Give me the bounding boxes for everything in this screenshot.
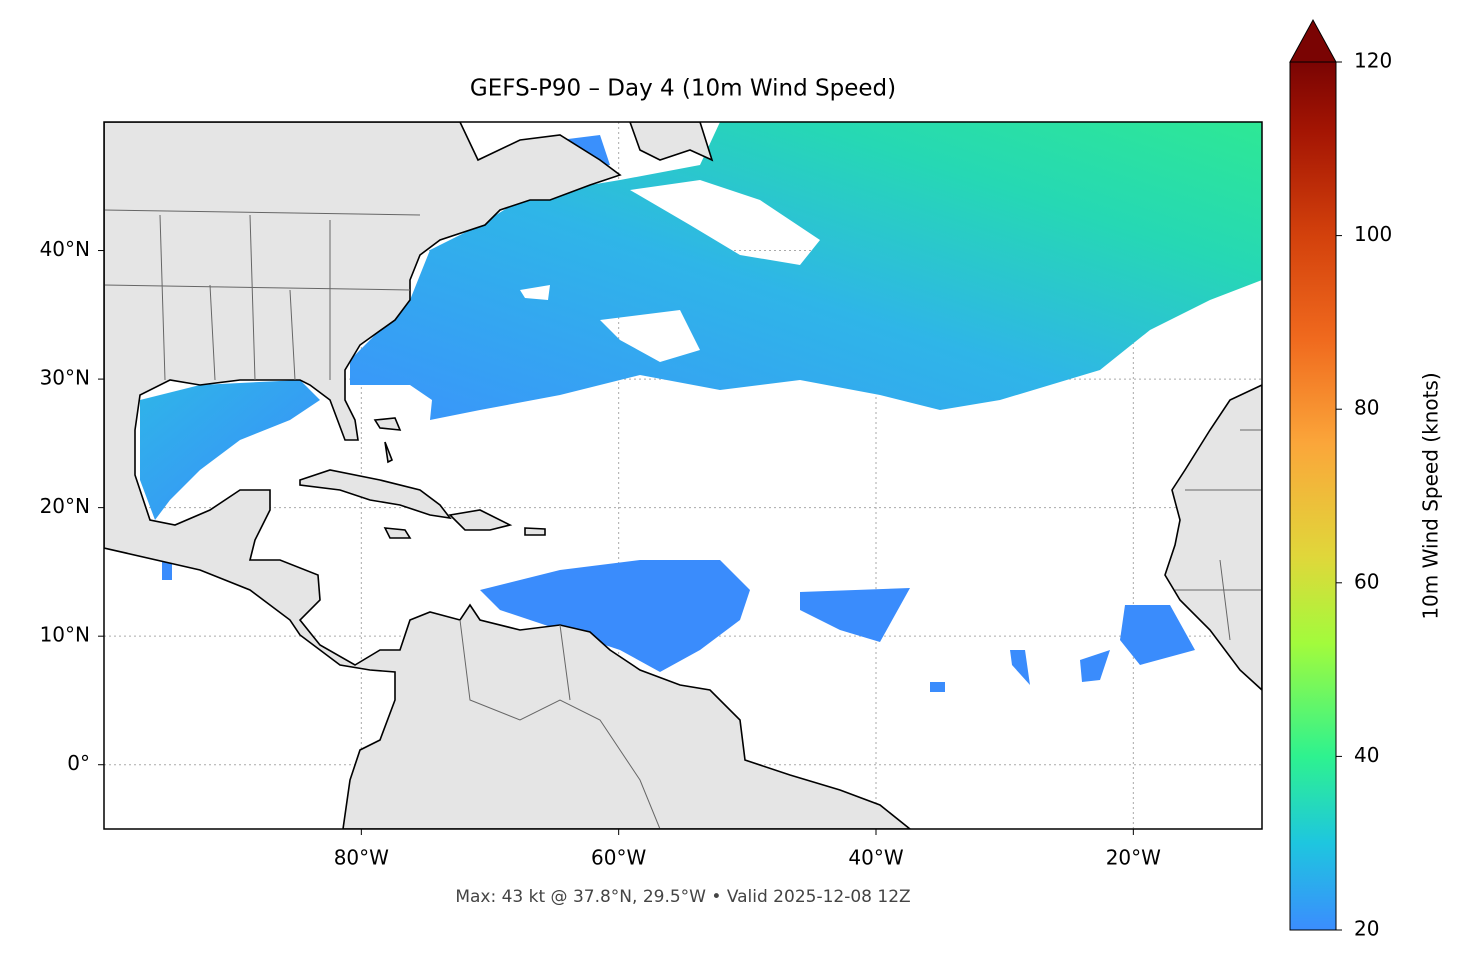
cuba [299, 469, 452, 520]
africa [1164, 384, 1262, 692]
x-tick-label: 40°W [848, 846, 903, 870]
map-frame [103, 121, 1263, 830]
colorbar: 10m Wind Speed (knots) 20 40 60 80 100 120 [1289, 18, 1443, 941]
colorbar-tick-label: 100 [1354, 222, 1392, 246]
colorbar-tick-label: 60 [1354, 569, 1379, 593]
x-tick-label: 20°W [1106, 846, 1161, 870]
colorbar-tick-label: 120 [1354, 49, 1392, 73]
y-tick-label: 10°N [40, 623, 90, 647]
colorbar-bar [1289, 61, 1337, 931]
borders [104, 209, 1262, 829]
x-tick-label: 60°W [591, 846, 646, 870]
y-tick-label: 40°N [40, 237, 90, 261]
y-tick-label: 30°N [40, 366, 90, 390]
y-tick-label: 20°N [40, 494, 90, 518]
colorbar-label: 10m Wind Speed (knots) [1419, 372, 1443, 619]
y-tick-label: 0° [67, 751, 90, 775]
puerto-rico [524, 527, 546, 536]
chart-title: GEFS-P90 – Day 4 (10m Wind Speed) [470, 76, 896, 102]
bahamas [373, 417, 402, 464]
caption: Max: 43 kt @ 37.8°N, 29.5°W • Valid 2025… [455, 887, 910, 907]
colorbar-tick-label: 40 [1354, 743, 1379, 767]
x-tick-label: 80°W [334, 846, 389, 870]
jamaica [383, 527, 412, 539]
hispaniola [448, 509, 513, 531]
wind-field [162, 560, 1195, 692]
wind-field [350, 122, 1262, 420]
map [104, 122, 1262, 829]
colorbar-tick-label: 20 [1354, 917, 1379, 941]
colorbar-tick-label: 80 [1354, 396, 1379, 420]
wind-field [140, 380, 320, 520]
americas [104, 122, 912, 829]
newfoundland [629, 122, 714, 162]
colorbar-extend [1289, 18, 1337, 63]
